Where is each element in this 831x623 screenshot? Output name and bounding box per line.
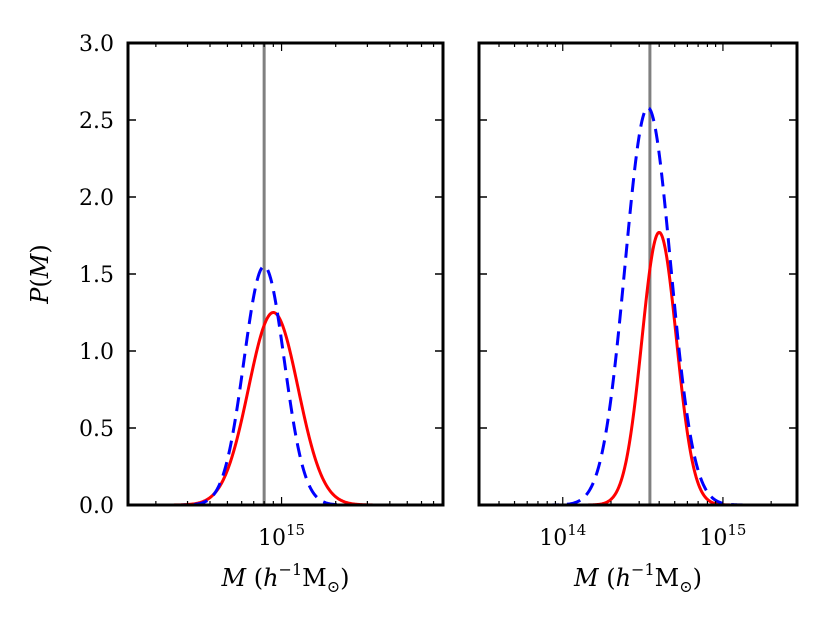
xlabel-unit: M xyxy=(655,564,680,592)
y-tick-label: 0.0 xyxy=(79,494,114,519)
x-tick-base: 10 xyxy=(539,526,567,551)
panel-left-frame xyxy=(126,41,445,507)
panel-left-series-red-solid xyxy=(128,311,443,505)
xlabel-sun: ⊙ xyxy=(679,577,692,596)
x-tick-base: 10 xyxy=(699,526,727,551)
xlabel-open: ( xyxy=(599,564,616,592)
x-tick-exponent: 14 xyxy=(567,521,586,539)
y-tick-label: 1.0 xyxy=(79,340,114,365)
xlabel-h: h xyxy=(616,564,631,592)
x-tick-base: 10 xyxy=(258,526,286,551)
x-tick-exponent: 15 xyxy=(286,521,305,539)
xlabel-unit: M xyxy=(302,564,327,592)
xlabel-var: M xyxy=(573,564,600,592)
y-tick-label: 1.5 xyxy=(79,263,114,288)
panel-right-series-blue-dashed xyxy=(479,106,797,505)
ylabel-close: ) xyxy=(26,244,54,253)
y-tick-label: 0.5 xyxy=(79,417,114,442)
xlabel-close: ) xyxy=(693,564,702,592)
x-tick-label: 1015 xyxy=(258,521,305,551)
y-axis-label: P(M) xyxy=(26,244,54,304)
x-tick-label: 1015 xyxy=(699,521,746,551)
x-tick-label: 1014 xyxy=(539,521,586,551)
panel-left-x-axis-label: M (h−1M⊙) xyxy=(221,560,350,596)
panel-right-series-red-solid xyxy=(479,230,797,505)
panel-right-frame xyxy=(477,41,799,507)
ylabel-arg: M xyxy=(26,252,54,279)
y-tick-label: 3.0 xyxy=(79,32,114,57)
x-tick-exponent: 15 xyxy=(727,521,746,539)
panel-left-series-blue-dashed xyxy=(128,264,443,505)
panel-right-x-axis-label: M (h−1M⊙) xyxy=(573,560,702,596)
xlabel-h: h xyxy=(263,564,278,592)
y-tick-label: 2.0 xyxy=(79,186,114,211)
xlabel-close: ) xyxy=(340,564,349,592)
xlabel-sun: ⊙ xyxy=(327,577,340,596)
xlabel-exp: −1 xyxy=(631,560,655,579)
y-tick-label: 2.5 xyxy=(79,109,114,134)
xlabel-var: M xyxy=(221,564,248,592)
xlabel-exp: −1 xyxy=(279,560,303,579)
ylabel-open: ( xyxy=(26,278,54,287)
ylabel-var: P xyxy=(26,287,54,305)
xlabel-open: ( xyxy=(246,564,263,592)
